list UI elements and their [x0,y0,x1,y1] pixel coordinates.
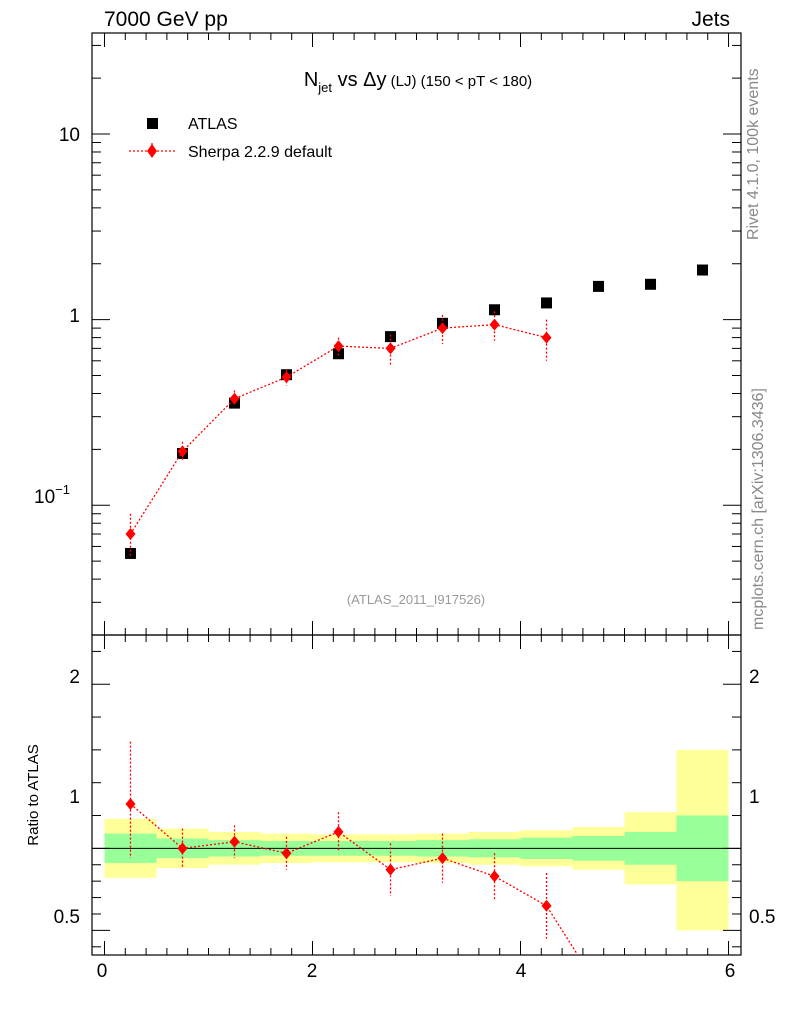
legend-sherpa-label: Sherpa 2.2.9 default [188,144,333,161]
ratio-y-tick-label-1-right: 1 [749,787,760,808]
sherpa-point [489,870,500,883]
sherpa-point [385,863,396,876]
y-tick-label-1: 1 [69,306,80,327]
atlas-point [697,264,709,276]
legend: ATLAS Sherpa 2.2.9 default [129,116,333,161]
sherpa-point [177,842,188,855]
ratio-y-tick-label-2: 2 [69,667,80,688]
sherpa-point [437,852,448,865]
sherpa-point [541,899,552,912]
sherpa-point [125,798,136,811]
ratio-y-tick-label-2-right: 2 [749,667,760,688]
sherpa-point [281,371,292,384]
y-tick-label-0.1: 10−1 [34,482,70,508]
main-series [124,264,709,559]
x-tick-label-0: 0 [97,961,108,982]
sherpa-point [229,835,240,848]
plot-title: Njet vs Δy (LJ) (150 < pT < 180) [304,69,532,95]
sherpa-point [385,342,396,355]
x-tick-label-2: 2 [307,961,318,982]
y-tick-label-10: 10 [59,125,80,146]
ratio-y-axis-label: Ratio to ATLAS [25,744,42,845]
sherpa-point [177,445,188,458]
legend-atlas-marker [147,118,158,129]
sherpa-point [437,322,448,335]
atlas-point [593,280,605,292]
atlas-point [645,278,657,290]
analysis-id-watermark: (ATLAS_2011_I917526) [347,592,485,607]
ratio-y-tick-label-1: 1 [69,787,80,808]
ratio-uncertainty-bands [104,749,729,931]
x-tick-label-4: 4 [516,961,527,982]
ratio-series [125,741,579,955]
legend-sherpa-marker [147,144,157,158]
ratio-plot-frame [91,634,742,956]
process-label: Jets [691,8,730,31]
atlas-point [489,304,501,316]
legend-atlas-label: ATLAS [188,116,238,133]
atlas-point [124,547,136,559]
collision-energy-label: 7000 GeV pp [104,8,228,31]
x-tick-label-6: 6 [725,961,736,982]
sherpa-point [489,318,500,331]
sherpa-point [333,340,344,353]
sherpa-point [281,847,292,860]
sherpa-point [541,331,552,344]
atlas-point [541,297,553,309]
sherpa-point [333,825,344,838]
ratio-sherpa-line [130,803,579,955]
axis-ticks [92,33,741,955]
ratio-y-tick-label-0.5-right: 0.5 [749,907,775,928]
sherpa-point [125,528,136,541]
sherpa-point [229,392,240,405]
ratio-y-tick-label-0.5: 0.5 [54,907,80,928]
